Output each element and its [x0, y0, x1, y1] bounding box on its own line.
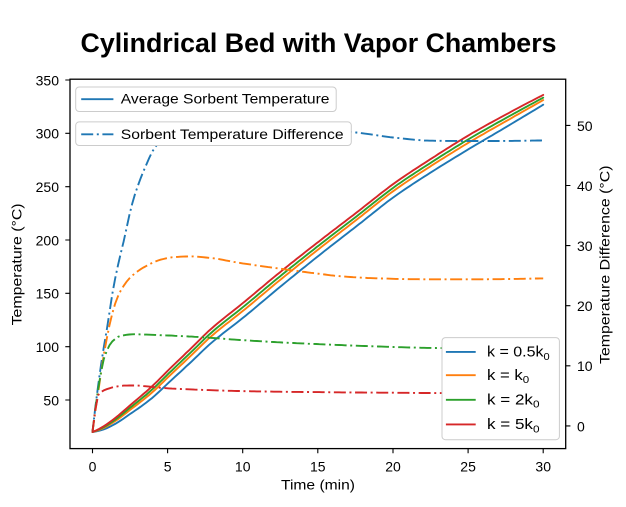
svg-text:k = 2k0: k = 2k 0 — [487, 393, 540, 411]
svg-text:Temperature Difference (°C): Temperature Difference (°C) — [597, 166, 613, 365]
svg-text:k = 0.5k0: k = 0.5k 0 — [487, 345, 550, 363]
svg-text:30: 30 — [535, 459, 551, 475]
svg-text:Sorbent Temperature Difference: Sorbent Temperature Difference — [121, 126, 344, 142]
svg-text:150: 150 — [36, 286, 60, 302]
svg-text:250: 250 — [36, 179, 60, 195]
svg-text:15: 15 — [310, 459, 326, 475]
svg-text:Cylindrical Bed with Vapor Cha: Cylindrical Bed with Vapor Chambers — [81, 28, 557, 58]
svg-text:40: 40 — [577, 178, 593, 194]
svg-text:10: 10 — [235, 459, 251, 475]
svg-text:50: 50 — [43, 392, 59, 408]
svg-text:300: 300 — [36, 126, 60, 142]
svg-text:Temperature (°C): Temperature (°C) — [9, 203, 25, 325]
svg-text:0: 0 — [577, 418, 585, 434]
svg-text:25: 25 — [460, 459, 476, 475]
svg-text:Time (min): Time (min) — [281, 476, 355, 492]
svg-text:Average Sorbent Temperature: Average Sorbent Temperature — [121, 90, 330, 106]
svg-text:20: 20 — [385, 459, 401, 475]
svg-text:30: 30 — [577, 238, 593, 254]
svg-text:200: 200 — [36, 232, 60, 248]
svg-text:k = 5k0: k = 5k 0 — [487, 417, 540, 435]
svg-text:5: 5 — [164, 459, 172, 475]
svg-text:0: 0 — [89, 459, 97, 475]
svg-text:350: 350 — [36, 72, 60, 88]
svg-text:50: 50 — [577, 118, 593, 134]
svg-text:10: 10 — [577, 358, 593, 374]
svg-text:100: 100 — [36, 339, 60, 355]
svg-text:20: 20 — [577, 298, 593, 314]
svg-text:k = k0: k = k0 — [487, 368, 530, 386]
